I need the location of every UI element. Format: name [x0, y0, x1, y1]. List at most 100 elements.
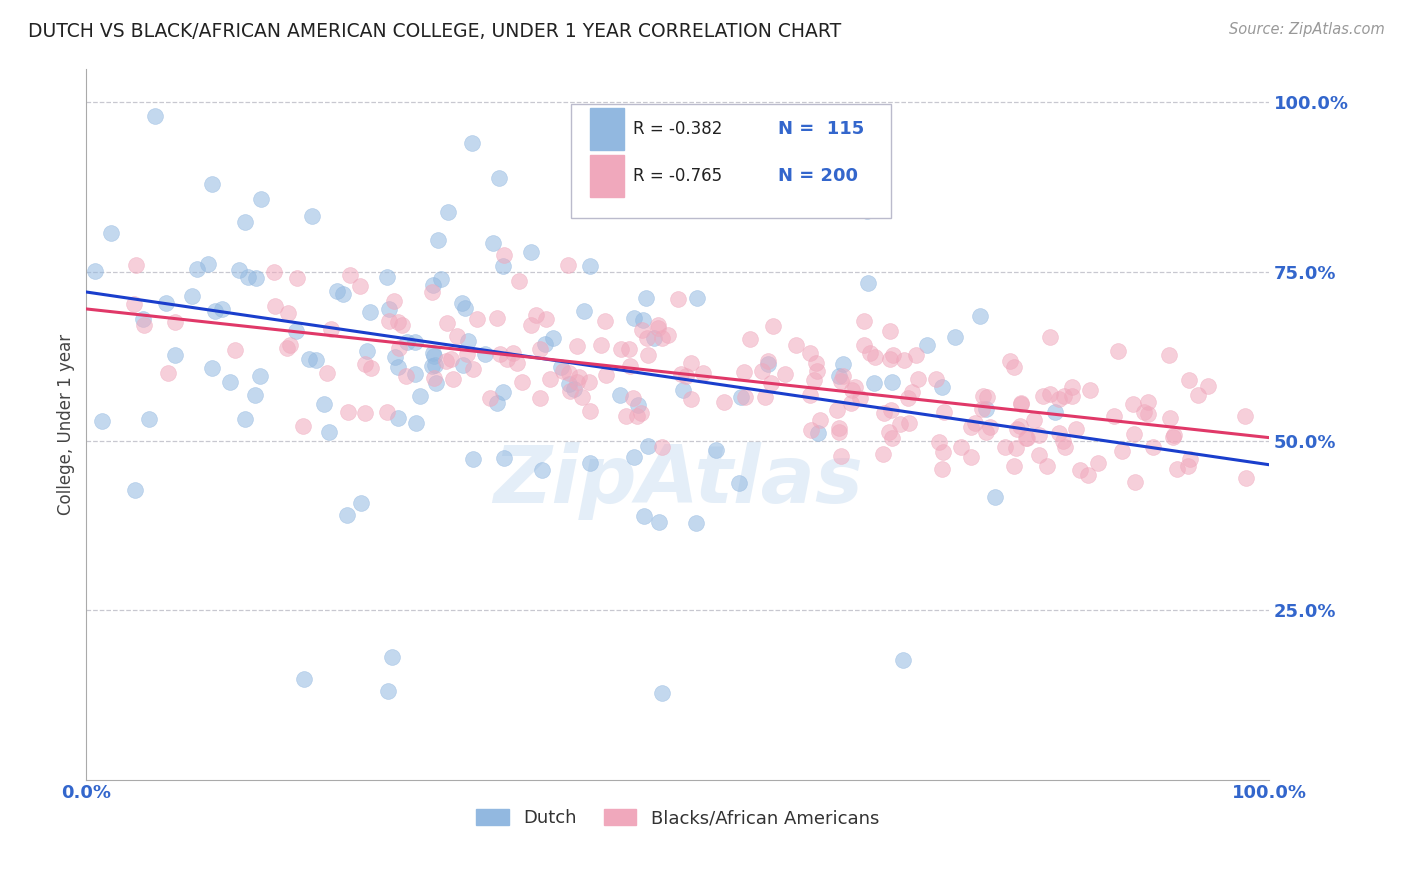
Point [124, 483, 146, 498]
Y-axis label: College, Under 1 year: College, Under 1 year [58, 334, 75, 515]
Point [508, 274, 530, 288]
Point [872, 406, 894, 420]
Point [422, 277, 444, 292]
Point [422, 370, 444, 384]
Text: R = -0.382: R = -0.382 [633, 120, 723, 138]
Point [879, 324, 901, 338]
Point [627, 399, 650, 413]
Point [387, 314, 409, 328]
Point [332, 286, 354, 301]
Point [828, 425, 851, 439]
Point [685, 516, 707, 531]
Point [832, 357, 855, 371]
Point [609, 388, 631, 402]
Point [994, 440, 1017, 454]
Point [853, 314, 876, 328]
Point [550, 359, 572, 374]
Point [486, 310, 509, 325]
Point [463, 452, 485, 467]
Point [461, 136, 484, 150]
Point [165, 315, 187, 329]
Point [557, 258, 579, 272]
Point [143, 109, 166, 123]
Point [91, 414, 114, 428]
Point [201, 361, 224, 376]
Point [825, 403, 848, 417]
Point [1052, 434, 1074, 448]
Point [872, 447, 894, 461]
Point [679, 356, 702, 370]
Point [1177, 459, 1199, 474]
Point [1136, 407, 1159, 421]
Point [704, 443, 727, 458]
Point [551, 364, 574, 378]
Point [945, 330, 967, 344]
Point [1107, 343, 1129, 358]
Point [734, 390, 756, 404]
Point [1047, 392, 1070, 407]
Point [502, 346, 524, 360]
Point [636, 291, 658, 305]
Point [730, 390, 752, 404]
Point [830, 449, 852, 463]
Point [454, 301, 477, 315]
Point [889, 417, 911, 431]
Point [436, 316, 458, 330]
Point [492, 248, 515, 262]
Point [233, 412, 256, 426]
Point [440, 352, 463, 367]
Point [974, 401, 997, 416]
Point [533, 337, 555, 351]
Point [391, 318, 413, 332]
Point [898, 417, 921, 431]
Text: N =  115: N = 115 [778, 120, 865, 138]
Point [579, 457, 602, 471]
Point [619, 359, 641, 373]
Point [589, 338, 612, 352]
Point [807, 426, 830, 441]
Point [434, 353, 457, 368]
Point [359, 305, 381, 319]
Point [619, 343, 641, 357]
Point [1157, 348, 1180, 362]
Point [404, 368, 426, 382]
Point [349, 279, 371, 293]
Point [1054, 440, 1077, 454]
Point [1077, 467, 1099, 482]
Point [384, 350, 406, 364]
Point [224, 343, 246, 357]
Text: Source: ZipAtlas.com: Source: ZipAtlas.com [1229, 22, 1385, 37]
Point [1008, 418, 1031, 433]
Point [630, 406, 652, 420]
Point [404, 335, 426, 350]
Point [808, 413, 831, 427]
Point [378, 314, 401, 328]
Point [211, 302, 233, 317]
Point [519, 318, 541, 332]
Point [932, 445, 955, 459]
Point [425, 376, 447, 391]
FancyBboxPatch shape [571, 104, 890, 218]
Point [651, 331, 673, 345]
Point [686, 291, 709, 305]
Point [494, 451, 516, 466]
Point [648, 515, 671, 529]
Point [1024, 413, 1046, 427]
Text: R = -0.765: R = -0.765 [633, 168, 721, 186]
Point [316, 366, 339, 380]
Point [610, 343, 633, 357]
Point [1053, 389, 1076, 403]
Point [631, 323, 654, 337]
Point [928, 435, 950, 450]
Point [325, 285, 347, 299]
Point [1002, 459, 1025, 474]
Point [1163, 428, 1185, 442]
Point [759, 376, 782, 390]
Point [312, 397, 335, 411]
Point [249, 369, 271, 384]
Point [405, 417, 427, 431]
Point [396, 334, 419, 349]
Point [756, 354, 779, 368]
Point [571, 390, 593, 404]
Point [285, 324, 308, 338]
